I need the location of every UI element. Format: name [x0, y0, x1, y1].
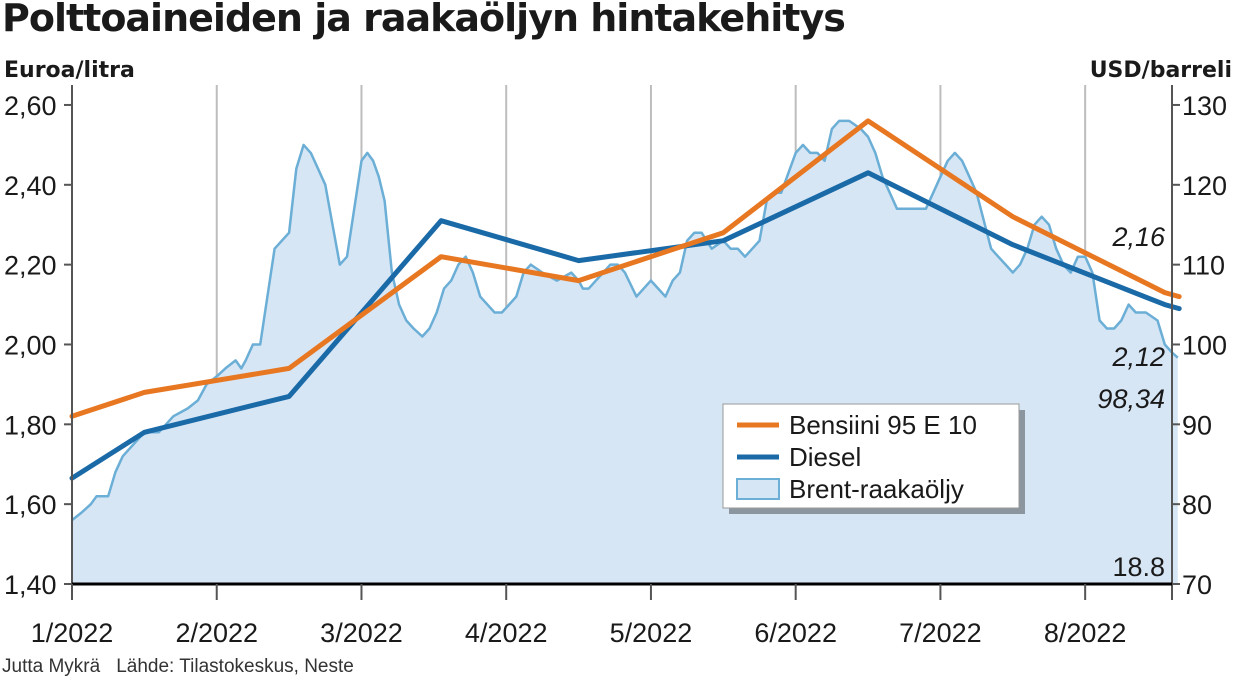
credits-source: Lähde: Tilastokeskus, Neste — [116, 656, 354, 677]
bensiini-line — [69, 118, 1182, 419]
credits-author: Jutta Mykrä — [2, 656, 101, 677]
left-axis-tick-label: 2,60 — [4, 91, 57, 121]
left-axis-tick-label: 1,80 — [4, 410, 57, 440]
right-axis-tick-label: 70 — [1182, 570, 1212, 600]
legend-label: Brent-raakaöljy — [789, 474, 964, 504]
tick-labels-layer: 1,40 1,60 1,80 2,00 2,20 2,40 2,60 70 80 90 100 110… — [4, 91, 1227, 648]
legend-label: Diesel — [789, 442, 861, 472]
right-axis-tick-label: 100 — [1182, 330, 1227, 360]
x-axis-tick-label: 5/2022 — [610, 618, 693, 648]
left-axis-tick-label: 1,60 — [4, 490, 57, 520]
axes-layer — [64, 85, 1180, 600]
legend-label: Bensiini 95 E 10 — [789, 410, 977, 440]
legend-swatch-brent — [736, 478, 780, 500]
x-axis-tick-label: 4/2022 — [465, 618, 548, 648]
chart-title: Polttoaineiden ja raakaöljyn hintakehity… — [2, 0, 846, 40]
right-axis-tick-label: 130 — [1182, 91, 1227, 121]
brent-line — [71, 119, 1179, 522]
left-axis-tick-label: 2,20 — [4, 251, 57, 281]
x-axis-tick-label: 3/2022 — [320, 618, 403, 648]
end-value-label: 98,34 — [1097, 384, 1165, 414]
left-axis-unit: Euroa/litra — [4, 58, 135, 83]
credits: Jutta Mykrä Lähde: Tilastokeskus, Neste — [2, 656, 354, 678]
x-axis-tick-label: 2/2022 — [175, 618, 258, 648]
left-axis-tick-label: 2,40 — [4, 171, 57, 201]
brent-area-layer — [71, 119, 1179, 585]
right-axis-tick-label: 110 — [1182, 251, 1225, 281]
left-axis-tick-label: 2,00 — [4, 330, 57, 360]
end-value-label: 2,12 — [1111, 342, 1165, 372]
annotations-layer: 2,16 2,12 98,34 18.8 — [1097, 222, 1166, 582]
line-series-layer — [69, 118, 1182, 481]
brent-area-fill — [72, 120, 1178, 585]
right-axis-tick-label: 120 — [1182, 171, 1227, 201]
end-value-label: 2,16 — [1111, 222, 1166, 252]
x-axis-tick-label: 7/2022 — [899, 618, 982, 648]
end-date-label: 18.8 — [1112, 552, 1165, 582]
right-axis-unit: USD/barreli — [1089, 58, 1232, 83]
x-axis-tick-label: 8/2022 — [1044, 618, 1127, 648]
left-axis-tick-label: 1,40 — [4, 570, 57, 600]
diesel-line — [69, 170, 1182, 481]
x-axis-tick-label: 1/2022 — [31, 618, 114, 648]
x-axis-tick-label: 6/2022 — [754, 618, 837, 648]
right-axis-tick-label: 90 — [1182, 410, 1212, 440]
right-axis-tick-label: 80 — [1182, 490, 1212, 520]
